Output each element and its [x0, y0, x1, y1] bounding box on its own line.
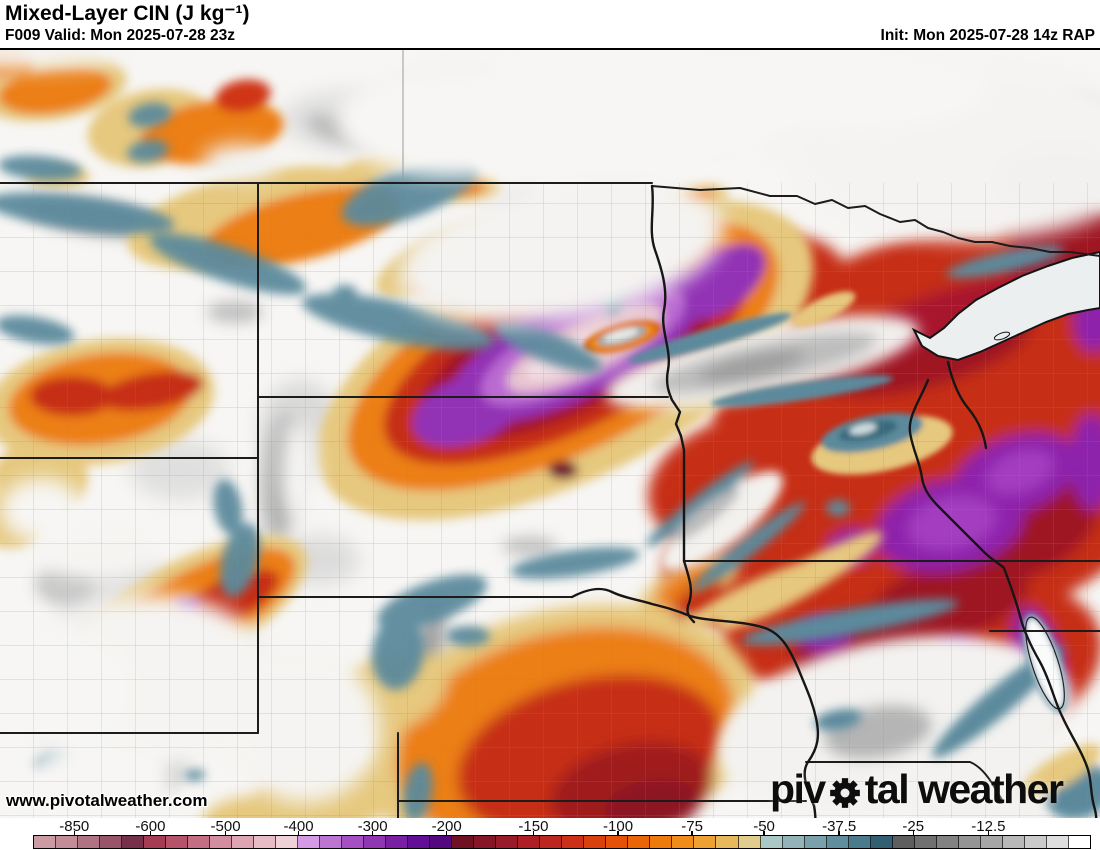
colorbar-segment	[782, 836, 805, 848]
colorbar-segment	[826, 836, 849, 848]
colorbar-segment	[694, 836, 717, 848]
colorbar-segment	[760, 836, 783, 848]
colorbar-segment	[672, 836, 695, 848]
colorbar-segment	[628, 836, 651, 848]
colorbar-segment	[232, 836, 255, 848]
colorbar-tick	[691, 831, 693, 836]
pivotal-weather-logo: piv tal weather	[770, 766, 1064, 813]
colorbar-segment	[188, 836, 211, 848]
colorbar-tick	[532, 831, 535, 836]
colorbar-label: -150	[518, 818, 549, 835]
colorbar-segment	[34, 836, 57, 848]
county-grid	[0, 183, 1100, 818]
big-sioux-river	[682, 559, 696, 624]
colorbar-segment	[1024, 836, 1047, 848]
rivers	[570, 184, 1098, 818]
colorbar-segment	[474, 836, 497, 848]
colorbar-tick	[149, 831, 152, 836]
colorbar-legend: -850 -600 -500 -400 -300 -200 -150 -100 -75 -50 -3…	[0, 818, 1100, 850]
colorbar-segment	[1068, 836, 1090, 848]
missouri-river	[570, 587, 820, 818]
colorbar-segment	[804, 836, 827, 848]
colorbar-segment	[870, 836, 893, 848]
colorbar-segment	[364, 836, 387, 848]
colorbar-segment	[1002, 836, 1025, 848]
colorbar-segment	[298, 836, 321, 848]
colorbar-segment	[650, 836, 673, 848]
colorbar-label: -500	[210, 818, 241, 835]
colorbar-label: -100	[603, 818, 634, 835]
colorbar-segment	[386, 836, 409, 848]
colorbar-segment	[56, 836, 79, 848]
colorbar-segment	[210, 836, 233, 848]
colorbar-tick	[73, 831, 75, 836]
colorbar-segment	[276, 836, 299, 848]
colorbar-segment	[496, 836, 519, 848]
colorbar-segment	[100, 836, 123, 848]
colorbar-segment	[848, 836, 871, 848]
colorbar-tick	[371, 831, 374, 836]
colorbar-segment	[914, 836, 937, 848]
page-title: Mixed-Layer CIN (J kg⁻¹)	[5, 2, 250, 25]
colorbar-label: -300	[357, 818, 388, 835]
colorbar-tick	[838, 831, 840, 836]
colorbar-segment	[78, 836, 101, 848]
state-borders	[0, 182, 1100, 818]
colorbar-segment	[320, 836, 343, 848]
red-river	[650, 184, 686, 563]
map-canvas[interactable]: www.pivotalweather.com piv tal weather	[0, 50, 1100, 818]
init-time-label: Init: Mon 2025-07-28 14z RAP	[880, 27, 1095, 44]
colorbar-segment	[606, 836, 629, 848]
colorbar-tick	[617, 831, 619, 836]
colorbar-tick	[224, 831, 227, 836]
colorbar-segment	[430, 836, 453, 848]
colorbar-segment	[254, 836, 277, 848]
colorbar-segment	[122, 836, 145, 848]
logo-text-post: tal weather	[864, 766, 1064, 812]
colorbar-segment	[892, 836, 915, 848]
colorbar-label: -50	[753, 818, 775, 835]
colorbar-label: -25	[902, 818, 925, 835]
gear-icon	[829, 777, 860, 808]
colorbar-segment	[716, 836, 739, 848]
colorbar-segment	[958, 836, 981, 848]
weather-map	[0, 50, 1100, 818]
colorbar-segment	[166, 836, 189, 848]
colorbar-labels: -850 -600 -500 -400 -300 -200 -150 -100 -75 -50 -3…	[0, 818, 1100, 836]
st-croix-river	[946, 360, 988, 450]
colorbar-tick	[297, 831, 300, 836]
colorbar-segment	[980, 836, 1003, 848]
colorbar-label: -200	[431, 818, 462, 835]
colorbar-label: -850	[59, 818, 90, 835]
colorbar-segment	[584, 836, 607, 848]
colorbar-tick	[987, 831, 990, 836]
lake-superior	[911, 250, 1100, 362]
minnesota-desmoines-river	[908, 378, 1098, 818]
colorbar-segment	[936, 836, 959, 848]
colorbar-segment	[408, 836, 431, 848]
colorbar-segment	[518, 836, 541, 848]
colorbar-label: -75	[681, 818, 703, 835]
colorbar-segment	[738, 836, 761, 848]
colorbar-segment	[144, 836, 167, 848]
logo-text-pre: piv	[770, 766, 826, 812]
colorbar-label: -600	[135, 818, 166, 835]
colorbar-segment	[562, 836, 585, 848]
colorbar-label: -37.5	[822, 818, 857, 835]
colorbar-segment	[342, 836, 365, 848]
colorbar	[33, 835, 1091, 849]
watermark: www.pivotalweather.com	[6, 791, 208, 810]
header: Mixed-Layer CIN (J kg⁻¹) F009 Valid: Mon…	[0, 0, 1100, 50]
valid-time-label: F009 Valid: Mon 2025-07-28 23z	[5, 27, 236, 44]
colorbar-segment	[452, 836, 475, 848]
colorbar-segment	[1046, 836, 1069, 848]
colorbar-label: -400	[283, 818, 314, 835]
colorbar-segment	[540, 836, 563, 848]
colorbar-label: -12.5	[971, 818, 1006, 835]
colorbar-tick	[763, 831, 765, 836]
colorbar-tick	[912, 831, 914, 836]
colorbar-tick	[445, 831, 448, 836]
